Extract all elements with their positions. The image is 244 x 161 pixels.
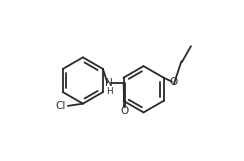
Text: O: O bbox=[169, 77, 177, 87]
Text: O: O bbox=[120, 106, 129, 116]
Text: H: H bbox=[106, 87, 112, 96]
Text: Cl: Cl bbox=[55, 101, 65, 111]
Text: N: N bbox=[105, 78, 112, 88]
